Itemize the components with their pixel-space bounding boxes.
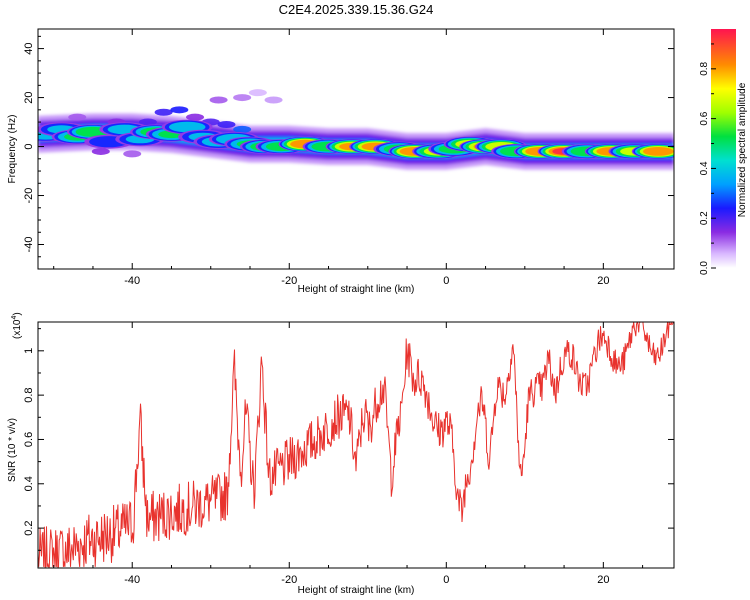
- spectrogram-xtick-label: 20: [597, 275, 609, 287]
- colorbar-tick-label: 0.0: [699, 261, 710, 275]
- spectrogram-ylabel: Frequency (Hz): [7, 115, 18, 184]
- snr-xtick-label: 0: [443, 574, 449, 586]
- colorbar: 0.0 0.2 0.4 0.6 0.8 Normalized spectral ampl…: [699, 29, 748, 275]
- spectrogram-plot-area: [38, 89, 674, 170]
- spectrogram-ytick-label: 0: [23, 143, 35, 149]
- snr-frame: [37, 321, 675, 569]
- spectrogram-panel: -40 -20 0 20 -40 -20 0 20 40 Height of straight …: [7, 28, 675, 295]
- spectrogram-xtick-label: 0: [443, 275, 449, 287]
- spectrogram-scatter-patch: [138, 118, 157, 126]
- spectrogram-scatter-patch: [209, 96, 228, 104]
- spectrogram-frame: [37, 28, 675, 270]
- snr-ytick-label: 0.4: [23, 476, 35, 491]
- spectrogram-scatter-patch: [170, 106, 189, 114]
- snr-ytick-label: 0.2: [23, 520, 35, 535]
- spectrogram-blob-level: [643, 147, 674, 156]
- spectrogram-blob: [161, 119, 213, 135]
- spectrogram-scatter-patch: [123, 150, 142, 158]
- colorbar-ticks: 0.0 0.2 0.4 0.6 0.8: [699, 43, 716, 275]
- snr-ticks: -40 -20 0 20 0.2 0.4 0.6 0.8 1: [23, 322, 674, 586]
- snr-xlabel: Height of straight line (km): [298, 585, 415, 596]
- spectrogram-scatter-patch: [217, 121, 236, 129]
- snr-xtick-label: -20: [281, 574, 297, 586]
- spectrogram-xtick-label: -20: [281, 275, 297, 287]
- spectrogram-ticks: -40 -20 0 20 -40 -20 0 20 40: [23, 29, 674, 287]
- snr-ytick-label: 1: [23, 348, 35, 354]
- colorbar-label: Normalized spectral amplitude: [737, 82, 748, 217]
- spectrogram-scatter-patch: [233, 94, 252, 102]
- spectrogram-scatter-patch: [91, 147, 110, 155]
- colorbar-tick-label: 0.4: [699, 161, 710, 175]
- colorbar-tick-label: 0.2: [699, 211, 710, 225]
- spectrogram-scatter-patch: [154, 108, 173, 116]
- snr-ytick-label: 0.8: [23, 387, 35, 402]
- spectrogram-ytick-label: -20: [23, 188, 35, 204]
- snr-series-line: [38, 322, 674, 568]
- spectrogram-ytick-label: 40: [23, 42, 35, 54]
- snr-panel: -40 -20 0 20 0.2 0.4 0.6 0.8 1 Height of straigh…: [7, 312, 675, 596]
- snr-ylabel: SNR (10 * v/v): [7, 418, 18, 482]
- colorbar-tick-label: 0.8: [699, 61, 710, 75]
- snr-ytick-label: 0.6: [23, 432, 35, 447]
- spectrogram-xlabel: Height of straight line (km): [298, 284, 415, 295]
- snr-xtick-label: -40: [124, 574, 140, 586]
- snr-multiplier: (x104): [11, 312, 23, 339]
- spectrogram-blob: [631, 143, 674, 159]
- snr-plot-area: [38, 322, 674, 568]
- spectrogram-scatter-patch: [264, 96, 283, 104]
- snr-xtick-label: 20: [597, 574, 609, 586]
- spectrogram-ytick-label: -40: [23, 237, 35, 253]
- spectrogram-scatter-patch: [233, 125, 252, 133]
- colorbar-gradient: [711, 29, 736, 268]
- spectrogram-scatter-patch: [68, 113, 87, 121]
- colorbar-tick-label: 0.6: [699, 111, 710, 125]
- figure-title: C2E4.2025.339.15.36.G24: [279, 2, 434, 17]
- spectrogram-scatter-patch: [186, 113, 205, 121]
- spectrogram-blob-level: [168, 121, 206, 133]
- spectrogram-xtick-label: -40: [124, 275, 140, 287]
- spectrogram-ytick-label: 20: [23, 91, 35, 103]
- spectrogram-scatter-patch: [248, 89, 267, 97]
